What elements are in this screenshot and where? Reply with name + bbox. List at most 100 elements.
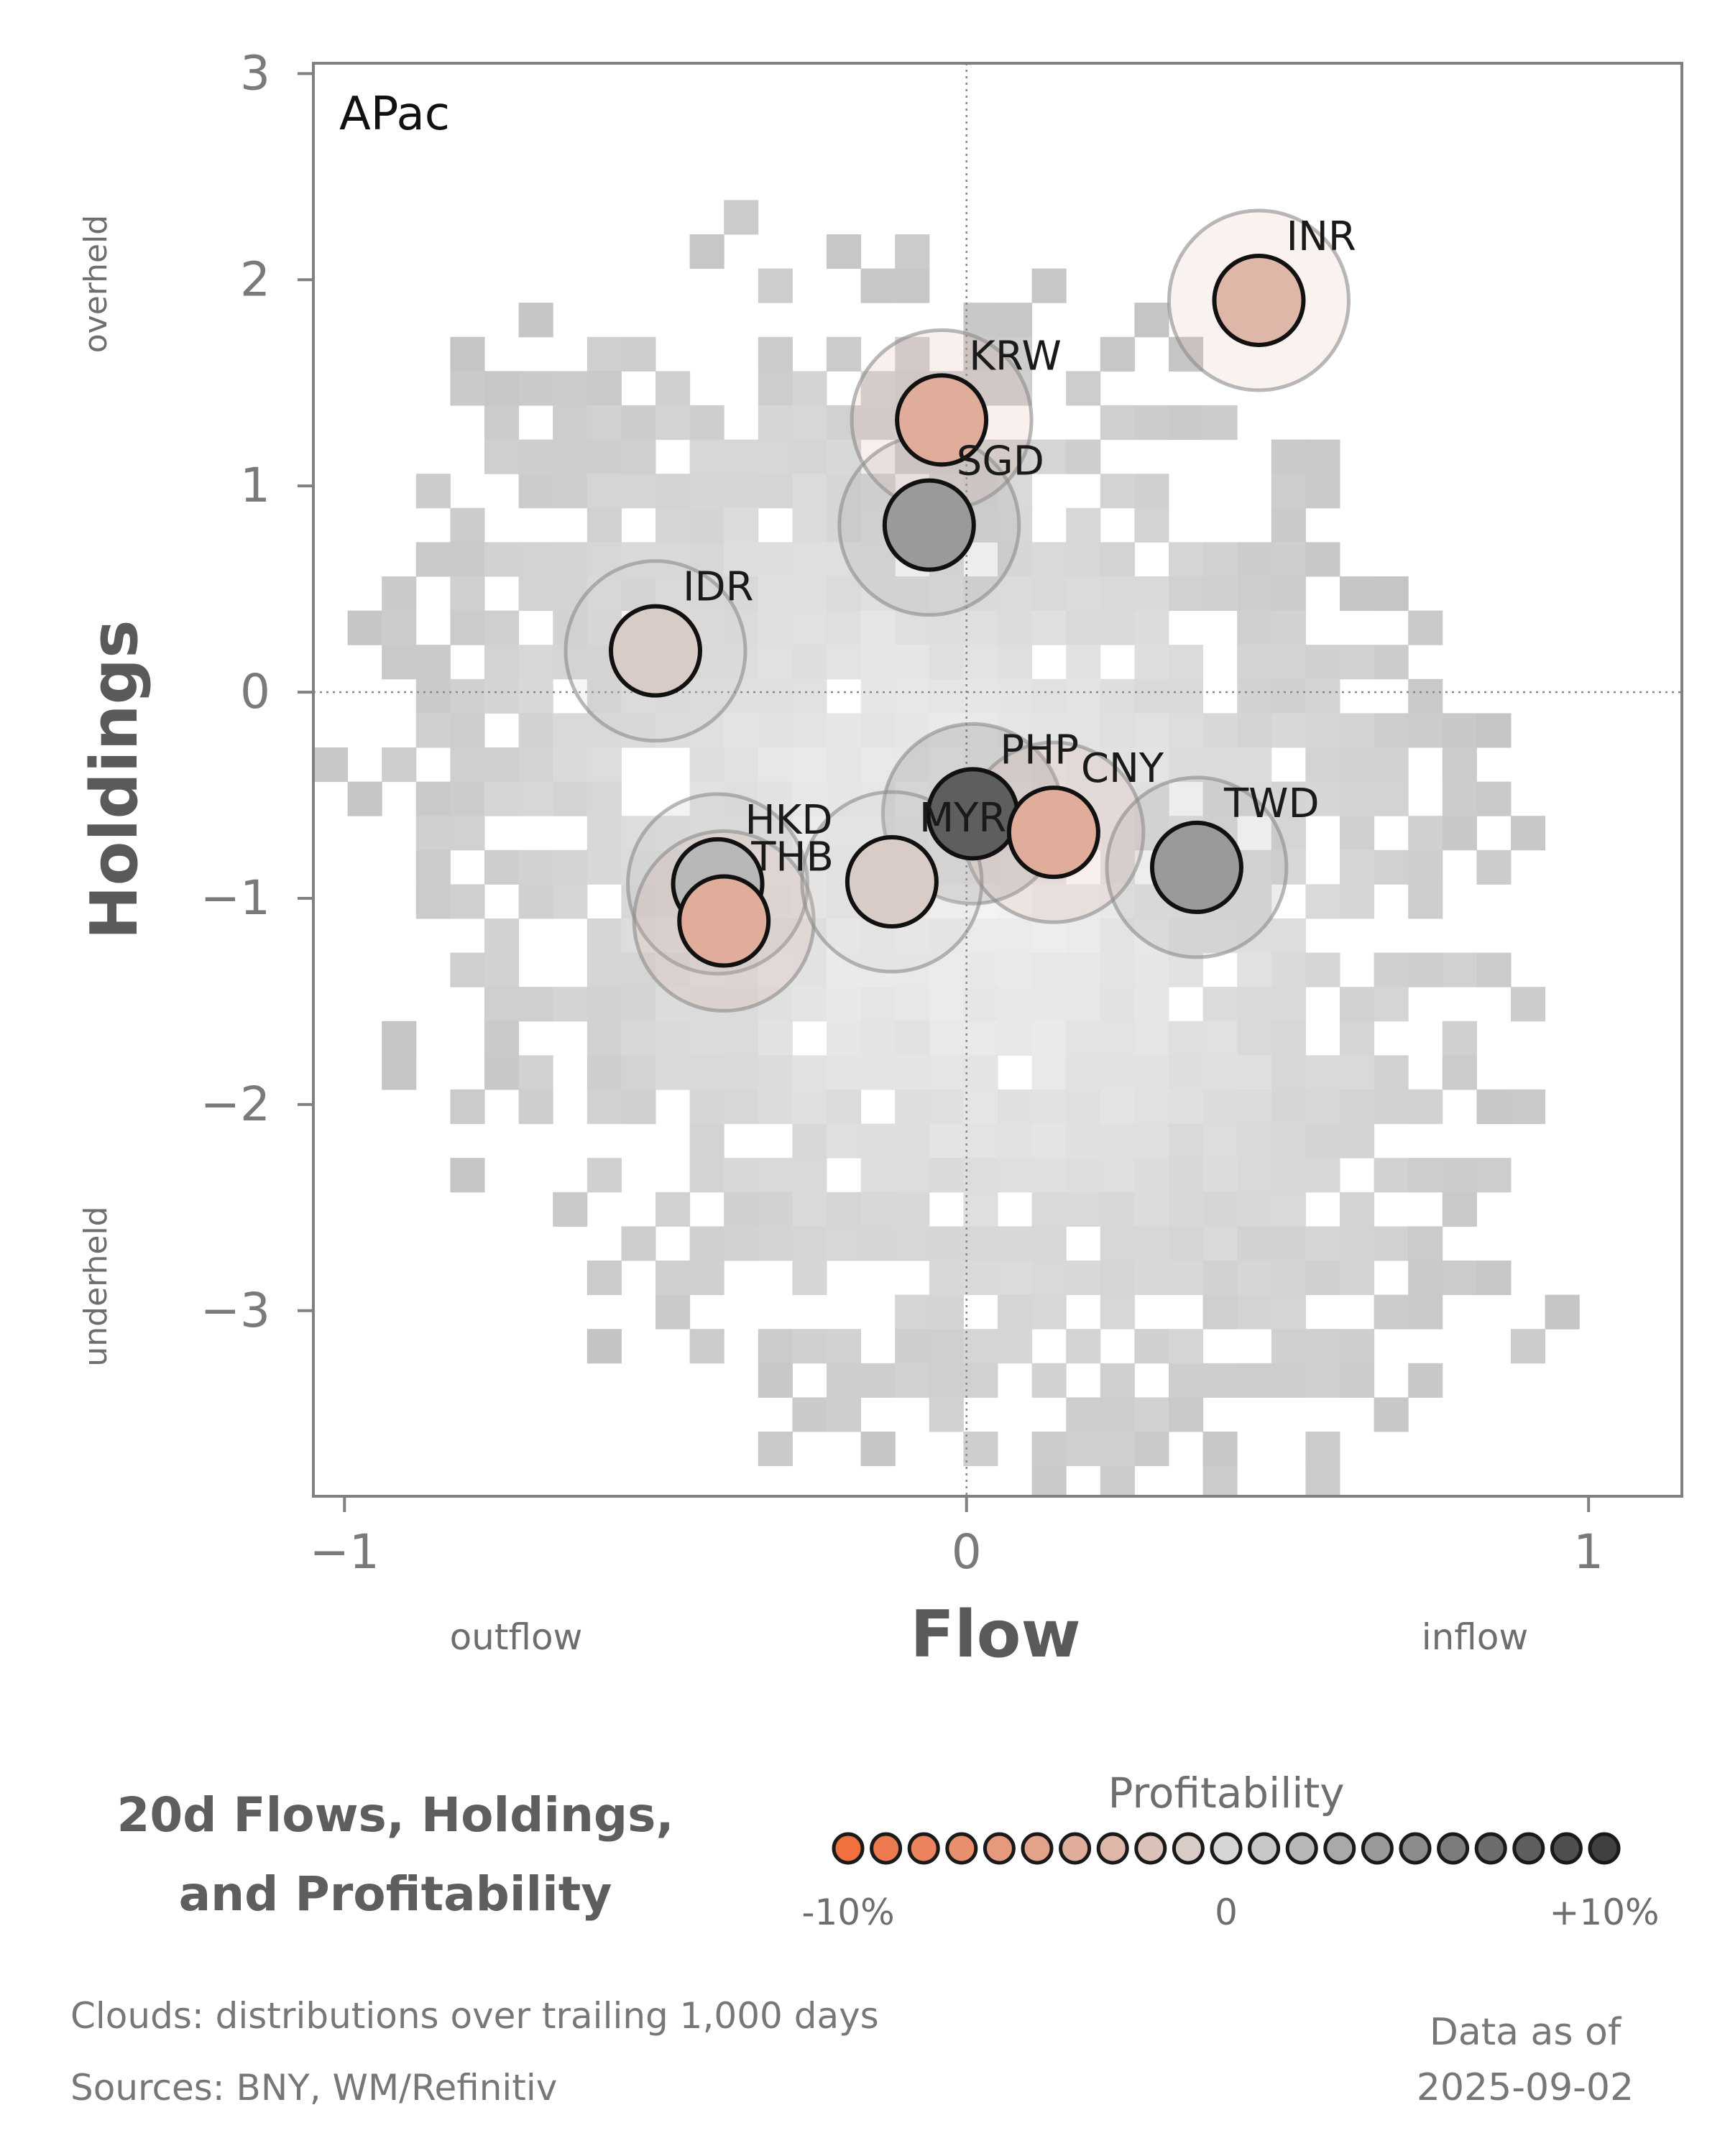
cloud-cell <box>1305 1465 1340 1497</box>
cloud-cell <box>1374 1158 1409 1193</box>
cloud-cell <box>1374 576 1409 612</box>
cloud-cell <box>415 645 451 680</box>
cloud-cell <box>1134 678 1169 714</box>
legend-color-scale <box>832 1832 1621 1865</box>
cloud-cell <box>860 1123 896 1158</box>
cloud-cell <box>827 234 862 270</box>
cloud-cell <box>1066 1261 1101 1296</box>
cloud-cell <box>586 405 622 441</box>
cloud-cell <box>1476 1089 1512 1125</box>
cloud-cell <box>724 747 759 783</box>
cloud-cell <box>792 1055 827 1090</box>
cloud-cell <box>518 645 553 680</box>
chart-title-line2: and Profitability <box>179 1866 612 1922</box>
footer-sources: Sources: BNY, WM/Refinitiv <box>70 2067 557 2109</box>
distribution-cloud <box>313 200 1580 1497</box>
cloud-cell <box>827 405 862 441</box>
cloud-cell <box>792 645 827 680</box>
cloud-cell <box>1202 747 1238 783</box>
cloud-cell <box>1202 918 1238 954</box>
cloud-cell <box>484 849 520 885</box>
cloud-cell <box>586 918 622 954</box>
cloud-cell <box>518 781 553 816</box>
cloud-cell <box>689 1261 724 1296</box>
cloud-cell <box>621 1055 656 1090</box>
point-sgd <box>882 478 976 572</box>
cloud-cell <box>895 576 930 612</box>
cloud-cell <box>586 1261 622 1296</box>
cloud-cell <box>1442 781 1477 816</box>
legend-dot <box>1323 1832 1356 1865</box>
cloud-cell <box>860 1432 896 1467</box>
cloud-cell <box>1202 1432 1238 1467</box>
cloud-cell <box>827 576 862 612</box>
cloud-cell <box>553 576 588 612</box>
cloud-cell <box>484 1055 520 1090</box>
cloud-cell <box>963 713 998 748</box>
cloud-cell <box>1100 405 1135 441</box>
cloud-cell <box>1169 918 1204 954</box>
legend-dot <box>1285 1832 1318 1865</box>
cloud-cell <box>1031 918 1067 954</box>
cloud-cell <box>1100 1123 1135 1158</box>
cloud-cell <box>827 1329 862 1364</box>
panel-label: APac <box>339 88 450 141</box>
cloud-cell <box>724 1158 759 1193</box>
cloud-cell <box>998 303 1033 338</box>
cloud-cell <box>586 1158 622 1193</box>
cloud-cell <box>724 1021 759 1056</box>
cloud-cell <box>792 781 827 816</box>
point-myr <box>845 835 939 929</box>
cloud-cell <box>656 1261 691 1296</box>
cloud-cell <box>860 781 896 816</box>
cloud-cell <box>1271 678 1306 714</box>
cloud-cell <box>929 1226 964 1261</box>
cloud-cell <box>1408 884 1443 919</box>
cloud-cell <box>1066 1397 1101 1432</box>
cloud-cell <box>929 678 964 714</box>
cloud-cell <box>758 1089 793 1125</box>
point-label-php: PHP <box>1000 727 1079 773</box>
cloud-cell <box>1237 610 1272 645</box>
cloud-cell <box>621 439 656 474</box>
cloud-cell <box>586 507 622 543</box>
cloud-cell <box>963 1055 998 1090</box>
cloud-cell <box>450 816 485 851</box>
cloud-cell <box>1237 1363 1272 1398</box>
cloud-cell <box>929 576 964 612</box>
cloud-cell <box>1202 713 1238 748</box>
cloud-cell <box>656 371 691 406</box>
cloud-cell <box>827 610 862 645</box>
cloud-cell <box>1169 1397 1204 1432</box>
legend-dot <box>983 1832 1016 1865</box>
cloud-cell <box>827 713 862 748</box>
cloud-cell <box>1169 678 1204 714</box>
cloud-cell <box>1031 439 1067 474</box>
cloud-cell <box>621 405 656 441</box>
cloud-cell <box>998 576 1033 612</box>
cloud-cell <box>1374 645 1409 680</box>
cloud-cell <box>758 576 793 612</box>
cloud-cell <box>860 1158 896 1193</box>
cloud-cell <box>1066 952 1101 987</box>
point-cny <box>1006 786 1100 880</box>
cloud-cell <box>450 371 485 406</box>
cloud-cell <box>860 1055 896 1090</box>
cloud-cell <box>1100 952 1135 987</box>
cloud-cell <box>895 1123 930 1158</box>
cloud-cell <box>415 849 451 885</box>
cloud-cell <box>963 952 998 987</box>
cloud-cell <box>586 678 622 714</box>
cloud-cell <box>1340 747 1375 783</box>
cloud-cell <box>1100 1055 1135 1090</box>
cloud-cell <box>1271 1158 1306 1193</box>
cloud-cell <box>484 747 520 783</box>
cloud-cell <box>656 1294 691 1330</box>
cloud-cell <box>895 645 930 680</box>
cloud-cell <box>792 1226 827 1261</box>
cloud-cell <box>586 1329 622 1364</box>
cloud-cell <box>1031 987 1067 1022</box>
cloud-cell <box>827 1397 862 1432</box>
cloud-cell <box>1340 1363 1375 1398</box>
cloud-cell <box>1202 1055 1238 1090</box>
